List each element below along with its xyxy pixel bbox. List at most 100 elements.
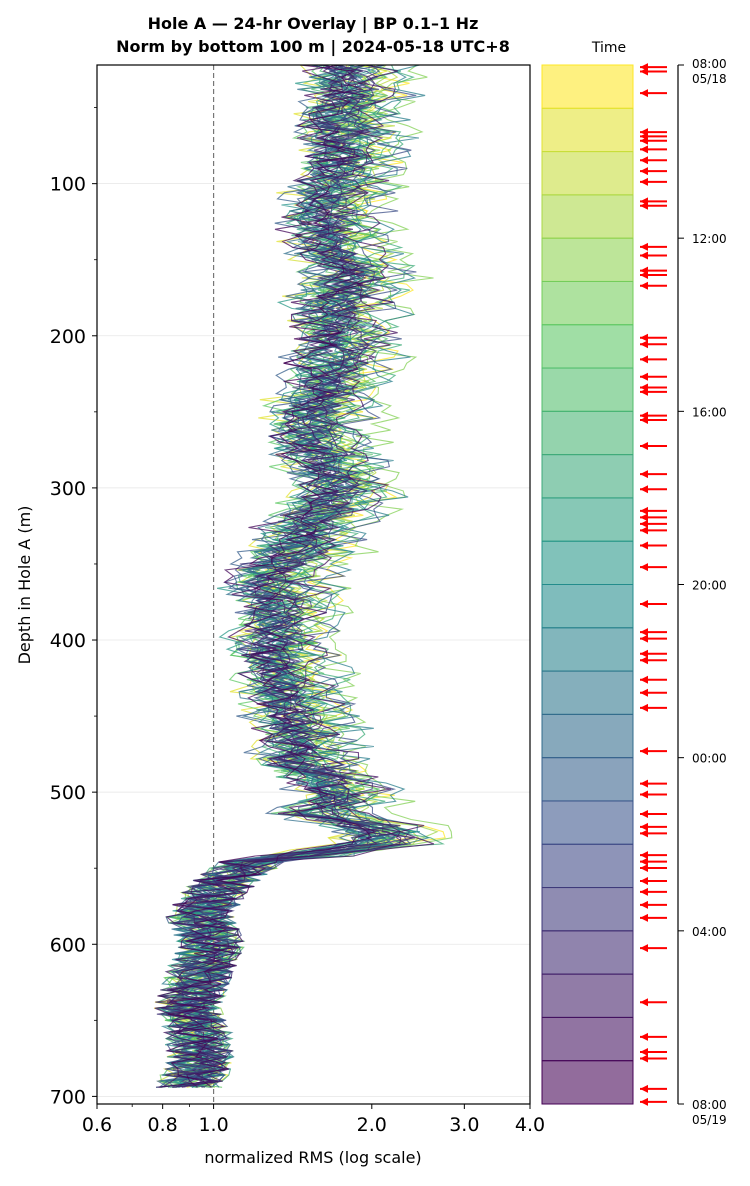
trace-line [165,65,417,1088]
colorbar-band [541,1060,634,1105]
colorbar-tick-label: 04:00 [692,925,727,939]
colorbar-band [541,930,634,975]
time-arrow-head [640,822,648,831]
time-arrow-head [640,67,648,76]
time-arrow-head [640,688,648,697]
time-arrow-head [640,251,648,260]
x-axis-label: normalized RMS (log scale) [204,1148,421,1167]
time-arrow-head [640,628,648,637]
colorbar-tick-label: 05/19 [692,1113,727,1127]
time-arrow-head [640,333,648,342]
time-arrow-head [640,1054,648,1063]
time-arrow-head [640,1097,648,1106]
colorbar-band [541,64,634,109]
time-arrow-head [640,519,648,528]
y-tick-label: 500 [50,782,86,804]
time-arrow-head [640,1048,648,1057]
time-arrow-head [640,864,648,873]
time-arrow-head [640,779,648,788]
time-arrow-head [640,167,648,176]
colorbar-band [541,497,634,542]
time-arrow-head [640,526,648,535]
x-tick-label: 0.6 [82,1114,112,1136]
time-arrow-head [640,441,648,450]
time-arrow-head [640,242,648,251]
y-tick-label: 600 [50,934,86,956]
time-arrow-head [640,877,648,886]
colorbar-band [541,800,634,845]
trace-line [155,65,408,1088]
x-tick-label: 4.0 [515,1114,545,1136]
trace-line [165,65,402,1088]
time-arrow-head [640,470,648,479]
colorbar-band [541,843,634,889]
colorbar-band [541,324,634,369]
colorbar-tick-label: 16:00 [692,405,727,419]
time-arrow-head [640,201,648,210]
time-arrow-head [640,634,648,643]
colorbar-band [541,1016,634,1062]
colorbar: 08:0005/1812:0016:0020:0000:0004:0008:00… [541,57,727,1127]
x-tick-label: 0.8 [148,1114,178,1136]
time-arrow-head [640,415,648,424]
colorbar-band [541,237,634,282]
time-arrow-head [640,675,648,684]
time-arrow-head [640,177,648,186]
trace-group [153,65,453,1088]
colorbar-band [541,194,634,239]
time-arrow-head [640,900,648,909]
colorbar-band [541,713,634,759]
x-tick-label: 1.0 [198,1114,228,1136]
time-arrow-head [640,541,648,550]
time-arrow-head [640,156,648,165]
trace-line [165,65,377,1088]
trace-line [160,65,401,1088]
time-arrow-head [640,790,648,799]
colorbar-tick-label: 00:00 [692,752,727,766]
time-arrow-head [640,355,648,364]
colorbar-band [541,454,634,499]
time-arrow-head [640,340,648,349]
time-arrow-head [640,887,648,896]
trace-line [159,65,401,1088]
colorbar-tick-label: 20:00 [692,579,727,593]
y-tick-label: 700 [50,1086,86,1108]
x-tick-label: 3.0 [449,1114,479,1136]
time-arrow-head [640,857,648,866]
time-arrow-head [640,998,648,1007]
time-arrow-head [640,703,648,712]
time-arrow-head [640,485,648,494]
x-tick-label: 2.0 [357,1114,387,1136]
colorbar-tick-label: 12:00 [692,232,727,246]
y-tick-label: 300 [50,478,86,500]
time-arrow-head [640,913,648,922]
colorbar-band [541,410,634,456]
colorbar-band [541,887,634,932]
colorbar-band [541,280,634,326]
time-arrow-head [640,829,648,838]
time-arrow-head [640,89,648,98]
time-arrow-head [640,563,648,572]
colorbar-tick-label: 08:00 [692,57,727,71]
time-arrow-head [640,1032,648,1041]
time-arrow-head [640,656,648,665]
colorbar-band [541,584,634,629]
time-arrow-head [640,599,648,608]
colorbar-band [541,627,634,672]
time-arrow-head [640,944,648,953]
chart-title-line2: Norm by bottom 100 m | 2024-05-18 UTC+8 [116,37,510,57]
time-arrow-head [640,747,648,756]
y-axis-label: Depth in Hole A (m) [15,506,34,665]
colorbar-title: Time [591,40,626,56]
chart-title-line1: Hole A — 24-hr Overlay | BP 0.1–1 Hz [148,14,479,34]
plot-frame [96,64,531,1105]
time-arrow-head [640,136,648,145]
time-arrow-head [640,387,648,396]
time-arrow-head [640,1084,648,1093]
time-arrow-head [640,145,648,154]
time-arrow-head [640,851,648,860]
plot-area: 100 200 300 400 500 600 700 0.6 0.8 1.0 2.0 3.0 4.0 [50,64,545,1136]
trace-line [166,65,445,1088]
colorbar-band [541,107,634,153]
